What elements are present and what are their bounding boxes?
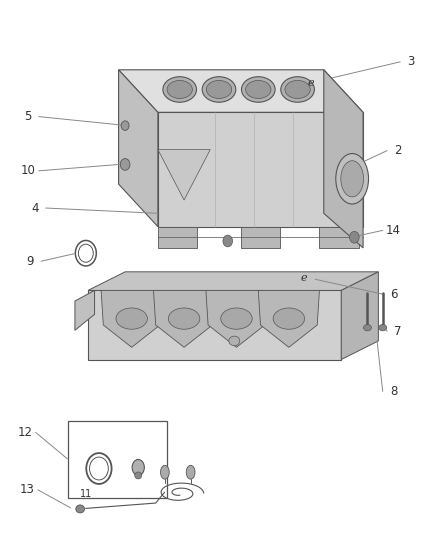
- Polygon shape: [119, 70, 158, 227]
- Ellipse shape: [341, 161, 364, 197]
- Ellipse shape: [160, 465, 169, 479]
- Circle shape: [223, 235, 233, 247]
- Ellipse shape: [246, 80, 271, 99]
- Text: 6: 6: [390, 288, 397, 301]
- Ellipse shape: [76, 505, 85, 513]
- Ellipse shape: [167, 80, 192, 99]
- Text: 11: 11: [80, 489, 92, 499]
- Ellipse shape: [281, 77, 314, 102]
- Ellipse shape: [168, 308, 200, 329]
- Text: 3: 3: [407, 55, 415, 68]
- Ellipse shape: [186, 465, 195, 479]
- Polygon shape: [319, 227, 359, 248]
- Ellipse shape: [121, 121, 129, 131]
- Polygon shape: [158, 227, 197, 248]
- Text: 10: 10: [20, 164, 35, 177]
- Ellipse shape: [285, 80, 310, 99]
- Polygon shape: [324, 70, 363, 248]
- Polygon shape: [101, 290, 162, 348]
- Text: 13: 13: [19, 483, 34, 496]
- Ellipse shape: [273, 308, 304, 329]
- Polygon shape: [158, 150, 210, 200]
- Text: 7: 7: [394, 325, 402, 338]
- Text: 12: 12: [17, 426, 32, 439]
- Ellipse shape: [202, 77, 236, 102]
- Polygon shape: [206, 290, 267, 348]
- Text: 14: 14: [386, 224, 401, 237]
- Polygon shape: [88, 290, 341, 360]
- Text: 4: 4: [31, 201, 39, 214]
- Ellipse shape: [116, 308, 148, 329]
- Text: e: e: [307, 78, 314, 88]
- Text: 8: 8: [390, 385, 397, 398]
- Polygon shape: [153, 290, 215, 348]
- Ellipse shape: [206, 80, 232, 99]
- Text: 2: 2: [394, 144, 402, 157]
- Polygon shape: [119, 70, 363, 112]
- Text: e: e: [301, 273, 307, 283]
- Polygon shape: [258, 290, 319, 348]
- Polygon shape: [88, 272, 378, 290]
- Ellipse shape: [241, 77, 275, 102]
- Ellipse shape: [229, 336, 240, 346]
- Ellipse shape: [364, 325, 371, 331]
- Ellipse shape: [379, 325, 387, 331]
- Ellipse shape: [221, 308, 252, 329]
- Ellipse shape: [163, 77, 197, 102]
- Polygon shape: [158, 112, 363, 227]
- Circle shape: [350, 231, 359, 243]
- Polygon shape: [241, 227, 280, 248]
- Ellipse shape: [120, 159, 130, 170]
- Ellipse shape: [132, 459, 145, 475]
- Text: 5: 5: [24, 110, 32, 123]
- Ellipse shape: [336, 154, 368, 204]
- Text: 9: 9: [27, 255, 34, 268]
- FancyBboxPatch shape: [68, 421, 166, 498]
- Polygon shape: [341, 272, 378, 360]
- Polygon shape: [75, 290, 95, 330]
- Ellipse shape: [135, 472, 142, 479]
